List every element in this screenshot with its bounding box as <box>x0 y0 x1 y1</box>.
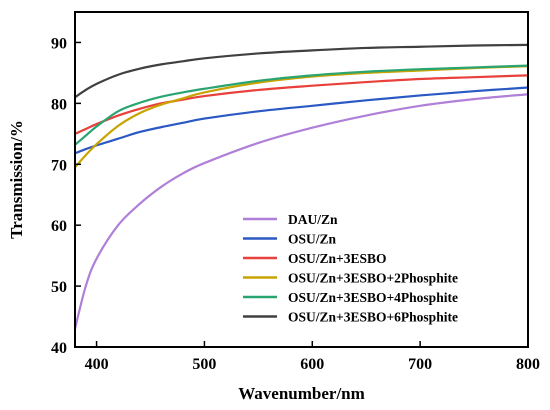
y-tick-label: 70 <box>51 157 67 174</box>
series-line-2 <box>74 86 529 155</box>
x-tick-label: 800 <box>516 356 540 373</box>
series-layer <box>73 43 529 329</box>
legend-label: DAU/Zn <box>288 212 338 227</box>
legend: DAU/Zn OSU/Zn OSU/Zn+3ESBO OSU/Zn+3ESBO+2Ph… <box>243 212 458 325</box>
y-tick-label: 50 <box>51 279 67 296</box>
x-tick-label: 600 <box>300 356 324 373</box>
legend-label: OSU/Zn+3ESBO+6Phosphite <box>288 310 458 325</box>
x-tick-label: 400 <box>85 356 109 373</box>
y-axis-title: Transmission/% <box>7 120 26 239</box>
y-tick-label: 80 <box>51 96 67 113</box>
x-tick-label: 500 <box>192 356 216 373</box>
y-tick-label: 60 <box>51 218 67 235</box>
x-axis-title: Wavenumber/nm <box>238 384 365 403</box>
series-line-4 <box>74 65 529 169</box>
y-tick-label: 40 <box>51 340 67 357</box>
y-tick-label: 90 <box>51 35 67 52</box>
legend-label: OSU/Zn <box>288 232 337 247</box>
x-tick-label: 700 <box>408 356 432 373</box>
series-line-3 <box>74 74 529 135</box>
plot-frame <box>74 11 529 348</box>
legend-label: OSU/Zn+3ESBO <box>288 251 386 266</box>
legend-label: OSU/Zn+3ESBO+2Phosphite <box>288 271 458 286</box>
series-line-6 <box>74 43 529 99</box>
series-line-1 <box>73 93 529 329</box>
ticks-layer: 400 500 600 700 800 40 50 60 70 80 90 <box>51 35 540 373</box>
series-line-5 <box>74 64 529 146</box>
legend-label: OSU/Zn+3ESBO+4Phosphite <box>288 290 458 305</box>
